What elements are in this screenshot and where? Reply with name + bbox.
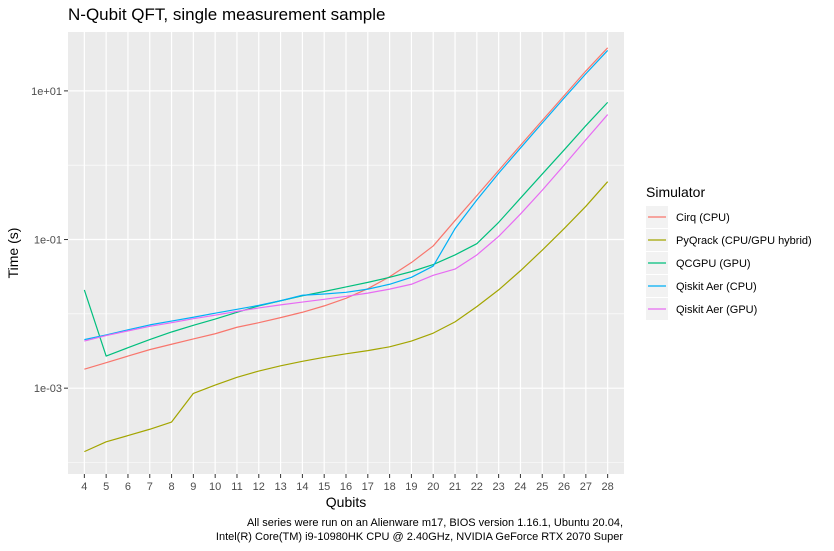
series-line-4 [84,114,609,342]
legend-label-4: Qiskit Aer (GPU) [676,304,757,316]
series-line-3 [84,50,609,341]
x-tick-label-6: 10 [209,481,221,493]
x-tick-label-0: 4 [81,481,87,493]
legend-label-2: QCGPU (GPU) [676,258,751,270]
y-tick-label-2: 1e+01 [31,86,62,98]
x-tick-label-20: 24 [514,481,526,493]
major-gridlines [68,32,624,474]
chart-title: N-Qubit QFT, single measurement sample [68,5,385,24]
x-tick-label-23: 27 [580,481,592,493]
legend-label-3: Qiskit Aer (CPU) [676,281,757,293]
series-line-1 [84,181,609,453]
x-tick-label-4: 8 [169,481,175,493]
legend-label-0: Cirq (CPU) [676,212,730,224]
caption-line-1: All series were run on an Alienware m17,… [247,517,623,529]
x-tick-label-7: 11 [231,481,242,493]
x-tick-label-18: 22 [471,481,483,493]
x-tick-label-15: 19 [405,481,417,493]
x-tick-label-10: 14 [296,481,308,493]
series-line-2 [83,101,609,357]
legend-items: Cirq (CPU) PyQrack (CPU/GPU hybrid) QCGPU … [646,206,812,320]
x-axis-ticks: 4 5 6 7 8 9 10 11 12 13 14 15 16 17 18 19 20 21 22 23 24 25 26… [81,474,614,493]
x-tick-label-3: 7 [147,481,153,493]
legend: Simulator Cirq (CPU) PyQrack (CPU/GPU hyb… [646,184,812,320]
x-tick-label-24: 28 [602,481,614,493]
x-axis-title: Qubits [326,494,366,510]
x-tick-label-8: 12 [253,481,265,493]
x-tick-label-21: 25 [536,481,548,493]
x-tick-label-9: 13 [274,481,286,493]
y-axis-ticks: 1e-03 1e-01 1e+01 [31,86,68,395]
x-tick-label-2: 6 [125,481,131,493]
x-tick-label-19: 23 [493,481,505,493]
series-line-0 [84,47,609,370]
caption-line-2: Intel(R) Core(TM) i9-10980HK CPU @ 2.40G… [216,531,623,543]
legend-title: Simulator [646,184,705,200]
series-lines [83,47,609,453]
x-tick-label-14: 18 [383,481,395,493]
x-tick-label-12: 16 [340,481,352,493]
x-tick-label-22: 26 [558,481,570,493]
y-axis-title: Time (s) [5,228,21,279]
x-tick-label-11: 15 [318,481,330,493]
y-tick-label-1: 1e-01 [34,235,62,247]
legend-label-1: PyQrack (CPU/GPU hybrid) [676,235,812,247]
y-tick-label-0: 1e-03 [34,383,62,395]
x-tick-label-17: 21 [449,481,461,493]
x-tick-label-13: 17 [362,481,374,493]
x-tick-label-5: 9 [190,481,196,493]
x-tick-label-16: 20 [427,481,439,493]
x-tick-label-1: 5 [103,481,109,493]
